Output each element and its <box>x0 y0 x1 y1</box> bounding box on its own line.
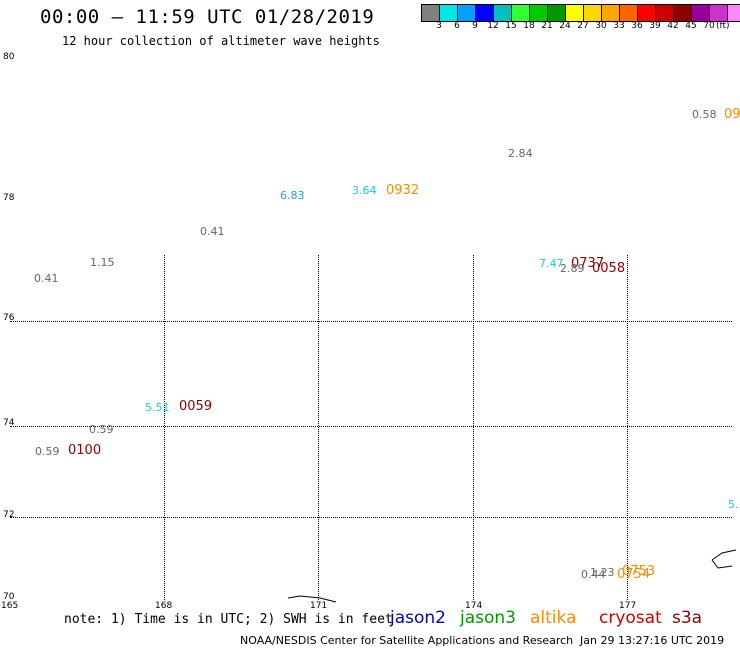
swh-label: 1.15 <box>90 256 115 269</box>
meridian-168 <box>164 255 165 600</box>
color-scale-tick-label: 42 <box>667 21 679 31</box>
color-swatch <box>638 5 656 21</box>
legend-jason2: jason2 <box>390 608 446 628</box>
color-scale-tick-label: 27 <box>577 21 589 31</box>
color-swatch <box>620 5 638 21</box>
lon-label-168: 168 <box>155 601 173 611</box>
color-scale-tick-label: 18 <box>523 21 535 31</box>
swh-label: 6.83 <box>280 189 305 202</box>
color-scale-labels: 3 6 9 12 15 18 21 24 27 30 33 36 39 42 45 70 <box>421 21 718 31</box>
swh-label: 1.23 <box>590 566 615 579</box>
meridian-177 <box>627 255 628 600</box>
parallel-76 <box>10 321 732 322</box>
color-scale-tick-label: 6 <box>454 21 460 31</box>
time-label: 09 <box>724 107 740 122</box>
legend-cryosat: cryosat <box>599 608 662 628</box>
color-swatch <box>422 5 440 21</box>
lat-label-76: 76 <box>3 313 15 323</box>
color-swatch <box>512 5 530 21</box>
swh-label: 2.84 <box>508 147 533 160</box>
lat-label-72: 72 <box>3 510 15 520</box>
parallel-72 <box>10 517 732 518</box>
swh-label: 2.89 <box>560 262 585 275</box>
time-label: 0100 <box>68 443 102 458</box>
color-swatch <box>728 5 740 21</box>
footer-credit: NOAA/NESDIS Center for Satellite Applica… <box>240 634 574 647</box>
footer-note: note: 1) Time is in UTC; 2) SWH is in fe… <box>64 612 393 627</box>
color-scale-unit: (ft) <box>716 21 730 31</box>
lat-label-74: 74 <box>3 418 15 428</box>
legend-jason3: jason3 <box>460 608 516 628</box>
footer-timestamp: Jan 29 13:27:16 UTC 2019 <box>580 634 725 647</box>
swh-label: 7.47 <box>539 257 564 270</box>
time-label: 0058 <box>592 261 626 276</box>
swh-label: 5.51 <box>145 401 170 414</box>
color-swatch <box>494 5 512 21</box>
coastline-east <box>711 549 737 569</box>
color-scale-tick-label: 24 <box>559 21 571 31</box>
color-swatch <box>476 5 494 21</box>
map-title: 00:00 – 11:59 UTC 01/28/2019 <box>40 6 375 28</box>
parallel-74 <box>10 426 732 427</box>
swh-label: 3.64 <box>352 184 377 197</box>
color-scale-tick-label: 15 <box>505 21 517 31</box>
color-scale-tick-label: 12 <box>487 21 499 31</box>
color-swatch <box>656 5 674 21</box>
lat-label-80: 80 <box>3 52 15 62</box>
lon-label-177: 177 <box>619 601 637 611</box>
swh-label: 0.41 <box>34 272 59 285</box>
color-scale-tick-label: 21 <box>541 21 553 31</box>
time-label: 0932 <box>386 183 420 198</box>
color-swatch <box>458 5 476 21</box>
color-scale-bar <box>421 4 740 22</box>
color-scale-tick-label: 39 <box>649 21 661 31</box>
color-scale-tick-label: 33 <box>613 21 625 31</box>
swh-label: 5. <box>728 498 739 511</box>
swh-label: 0.44 <box>581 568 606 581</box>
time-label: 0753 <box>622 564 656 579</box>
color-swatch <box>530 5 548 21</box>
lon-label-165: 165 <box>1 601 19 611</box>
lat-label-78: 78 <box>3 193 15 203</box>
coastline-south <box>287 595 337 603</box>
time-label: 0754 <box>617 567 651 582</box>
color-scale-tick-label: 45 <box>685 21 697 31</box>
swh-label: 0.59 <box>89 423 114 436</box>
color-swatch <box>566 5 584 21</box>
meridian-171 <box>318 255 319 600</box>
lon-label-171: 171 <box>310 601 328 611</box>
color-swatch <box>674 5 692 21</box>
swh-label: 0.58 <box>692 108 717 121</box>
legend-s3a: s3a <box>672 608 703 628</box>
swh-label: 0.59 <box>35 445 60 458</box>
color-scale-tick-label: 30 <box>595 21 607 31</box>
legend-altika: altika <box>530 608 577 628</box>
time-label: 0737 <box>571 256 605 271</box>
color-scale-tick-label: 36 <box>631 21 643 31</box>
color-swatch <box>440 5 458 21</box>
color-scale-tick-label: 3 <box>436 21 442 31</box>
swh-label: 0.41 <box>200 225 225 238</box>
color-swatch <box>584 5 602 21</box>
lon-label-174: 174 <box>465 601 483 611</box>
time-label: 0059 <box>179 399 213 414</box>
color-scale-tick-label: 9 <box>472 21 478 31</box>
color-swatch <box>710 5 728 21</box>
lat-label-70: 70 <box>3 592 15 602</box>
color-swatch <box>602 5 620 21</box>
meridian-174 <box>473 255 474 600</box>
color-scale-tick-label: 70 <box>703 21 715 31</box>
map-subtitle: 12 hour collection of altimeter wave hei… <box>62 34 380 48</box>
color-swatch <box>548 5 566 21</box>
color-swatch <box>692 5 710 21</box>
